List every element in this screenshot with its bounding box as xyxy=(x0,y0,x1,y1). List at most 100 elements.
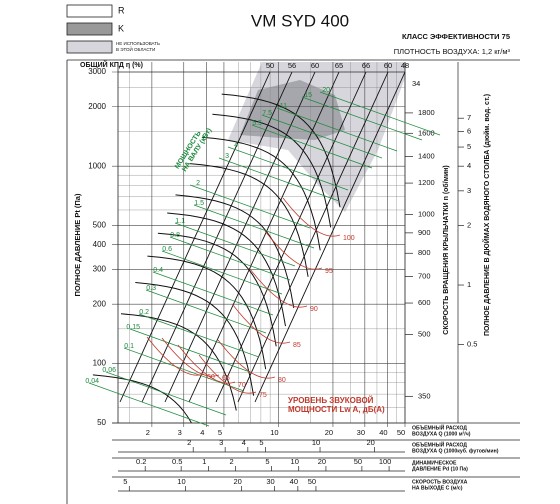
x-tick-label: 2 xyxy=(146,428,150,437)
legend-label: В ЭТОЙ ОБЛАСТИ xyxy=(116,45,155,52)
x-tick-label: 20 xyxy=(366,438,374,447)
noise-curve xyxy=(146,336,205,376)
x-tick-label: 20 xyxy=(325,428,333,437)
x-tick-label: 20 xyxy=(318,457,326,466)
speed-curve xyxy=(157,232,277,347)
x-tick-label: 1 xyxy=(202,457,206,466)
power-value: 3 xyxy=(225,153,229,160)
noise-curve xyxy=(232,304,291,344)
power-line xyxy=(319,91,441,136)
power-value: 5.5 xyxy=(252,120,262,127)
curve-end-label: 34 xyxy=(412,79,420,88)
noise-value: 75 xyxy=(259,392,267,399)
rpm-tick-label: 600 xyxy=(418,298,431,307)
power-line xyxy=(189,184,311,229)
power-line xyxy=(88,382,210,427)
power-line xyxy=(152,271,274,316)
power-line xyxy=(227,146,349,191)
noise-value: 65 xyxy=(222,375,230,382)
rpm-tick-label: 1200 xyxy=(418,178,435,187)
inch-tick-label: 0.5 xyxy=(467,339,477,348)
power-line xyxy=(145,289,267,334)
x-tick-label: 5 xyxy=(265,457,269,466)
power-line xyxy=(129,328,251,373)
power-line xyxy=(276,107,398,152)
noise-curve xyxy=(177,344,236,384)
power-value: 1.5 xyxy=(194,200,204,207)
x-tick-label: 5 xyxy=(218,428,222,437)
x-tick-label: 4 xyxy=(200,428,204,437)
power-line xyxy=(193,204,315,249)
x-tick-label: 4 xyxy=(242,438,246,447)
efficiency-value: 60 xyxy=(311,61,319,70)
rpm-tick-label: 1000 xyxy=(418,210,435,219)
legend-label: НЕ ИСПОЛЬЗОВАТЬ xyxy=(116,41,160,46)
efficiency-line xyxy=(188,71,340,403)
y-tick-label: 3000 xyxy=(88,67,106,76)
x-tick-label: 0.2 xyxy=(136,457,146,466)
inch-tick-label: 7 xyxy=(467,113,471,122)
power-line xyxy=(174,222,296,267)
power-value: 4 xyxy=(234,142,238,149)
axis-label: ОБЪЕМНЫЙ РАСХОД xyxy=(412,440,467,448)
axis-label: СКОРОСТЬ ВОЗДУХА xyxy=(412,479,468,485)
x-tick-label: 50 xyxy=(308,477,316,486)
x-tick-label: 10 xyxy=(291,457,299,466)
y-tick-label: 500 xyxy=(93,221,107,230)
inch-tick-label: 2 xyxy=(467,221,471,230)
x-tick-label: 20 xyxy=(233,477,241,486)
power-value: 1.1 xyxy=(175,218,185,225)
rpm-tick-label: 500 xyxy=(418,330,431,339)
noise-value: 80 xyxy=(278,377,286,384)
power-value: 0.8 xyxy=(170,232,180,239)
power-value: 0.2 xyxy=(139,309,149,316)
power-line xyxy=(169,236,291,281)
noise-label: МОЩНОСТИ Lw A, дБ(А) xyxy=(288,405,385,414)
y-tick-label: 50 xyxy=(97,418,106,427)
x-tick-label: 3 xyxy=(219,438,223,447)
noise-value: 70 xyxy=(238,382,246,389)
x-tick-label: 10 xyxy=(270,428,278,437)
rpm-tick-label: 1400 xyxy=(418,151,435,160)
inch-tick-label: 5 xyxy=(467,142,471,151)
power-value: 0.1 xyxy=(124,343,134,350)
x-tick-label: 5 xyxy=(259,438,263,447)
legend-label: R xyxy=(118,5,125,15)
noise-value: 85 xyxy=(293,342,301,349)
noise-curve xyxy=(282,197,341,237)
inch-tick-label: 3 xyxy=(467,186,471,195)
noise-curve xyxy=(198,354,257,394)
rpm-tick-label: 1600 xyxy=(418,128,435,137)
power-value: 0.15 xyxy=(126,324,140,331)
noise-value: 90 xyxy=(310,306,318,313)
x-tick-label: 5 xyxy=(123,477,127,486)
legend-label: K xyxy=(118,23,124,33)
power-value: 0.3 xyxy=(146,285,156,292)
axis-label: ОБЪЕМНЫЙ РАСХОД xyxy=(412,423,467,431)
noise-curve xyxy=(249,268,308,308)
rpm-axis-label: СКОРОСТЬ ВРАЩЕНИЯ КРЫЛЬЧАТКИ n (об/мин) xyxy=(442,165,450,334)
axis-label: ВОЗДУХА Q (1000куб. футов/мин) xyxy=(412,447,499,454)
power-value: 0.06 xyxy=(102,367,116,374)
efficiency-line xyxy=(141,71,293,403)
power-value: 15 xyxy=(304,92,312,99)
axis-label: ДАВЛЕНИЕ Pd (10 Па) xyxy=(412,466,468,472)
speed-curve xyxy=(120,313,237,411)
noise-value: 60 xyxy=(207,374,215,381)
y-tick-label: 300 xyxy=(93,265,107,274)
speed-curve xyxy=(147,255,267,370)
power-value: 0.04 xyxy=(85,378,99,385)
x-tick-label: 3 xyxy=(178,428,182,437)
efficiency-line xyxy=(254,71,406,403)
efficiency-label: ОБЩИЙ КПД η (%) xyxy=(80,60,143,69)
power-line xyxy=(138,313,260,358)
inch-tick-label: 1 xyxy=(467,280,471,289)
rpm-tick-label: 800 xyxy=(418,248,431,257)
speed-curve xyxy=(92,374,192,424)
power-line xyxy=(105,371,227,416)
noise-curve xyxy=(161,337,220,377)
rpm-tick-label: 900 xyxy=(418,228,431,237)
speed-curve xyxy=(135,282,255,396)
power-line xyxy=(301,96,423,141)
